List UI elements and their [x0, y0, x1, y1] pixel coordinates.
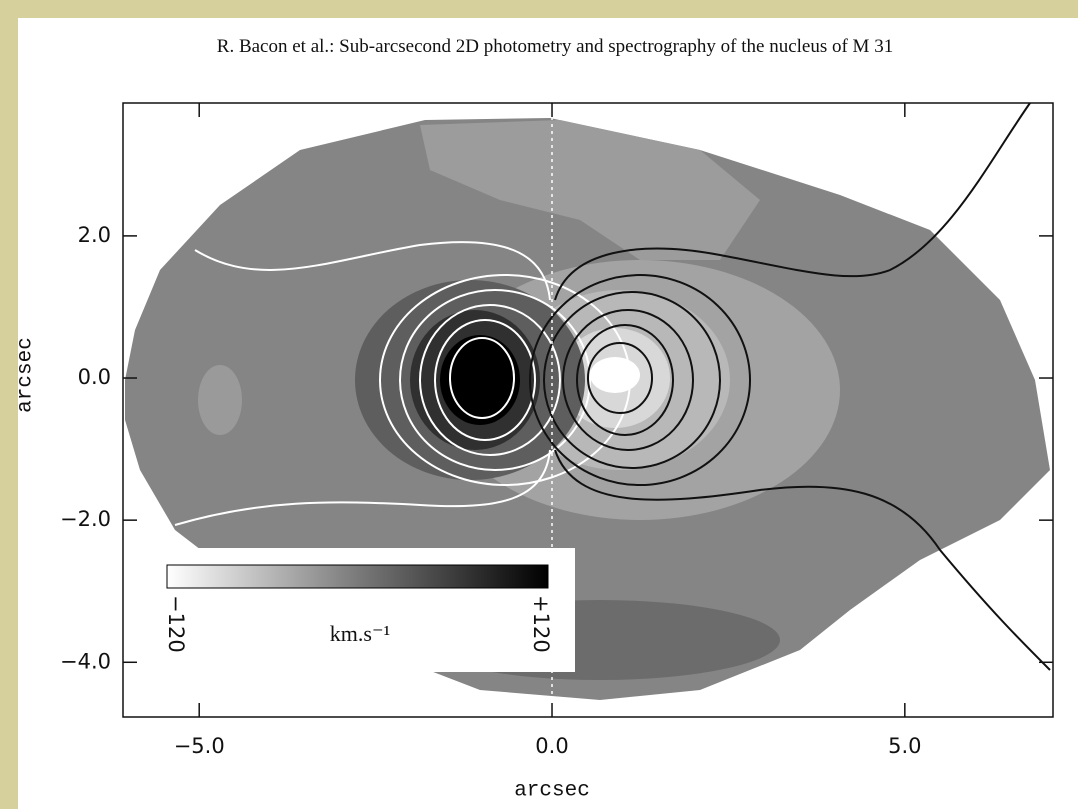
map-patch [198, 365, 242, 435]
figure-title: R. Bacon et al.: Sub-arcsecond 2D photom… [217, 36, 893, 57]
x-tick-label: 5.0 [888, 734, 921, 758]
x-axis-label: arcsec [514, 780, 590, 803]
map-patch [420, 120, 760, 260]
contours-positive [529, 102, 1051, 671]
y-tick-label: −4.0 [60, 649, 111, 673]
y-tick-label: 0.0 [78, 365, 111, 389]
map-patch [440, 335, 520, 425]
colorbar-unit: km.s⁻¹ [330, 621, 390, 646]
plot-frame [122, 102, 1054, 718]
colorbar [166, 564, 549, 589]
y-tick-label: 2.0 [78, 223, 111, 247]
y-axis-label: arcsec [15, 337, 38, 413]
x-tick-label: 0.0 [535, 734, 568, 758]
x-tick-label: −5.0 [174, 734, 225, 758]
y-tick-label: −2.0 [60, 507, 111, 531]
map-patch [590, 357, 640, 393]
colorbar-max-label: +120 [529, 595, 553, 653]
colorbar-inset: −120 +120 km.s⁻¹ [150, 548, 575, 672]
colorbar-min-label: −120 [164, 595, 188, 653]
contours-negative [174, 241, 631, 526]
